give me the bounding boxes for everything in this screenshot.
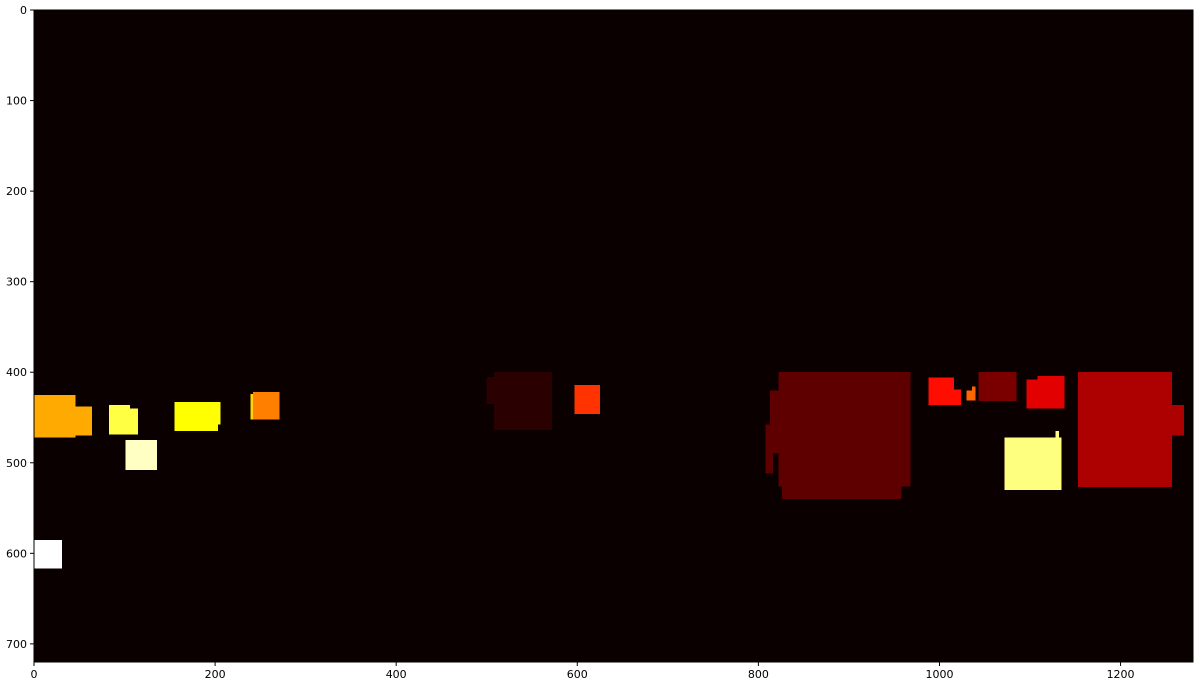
heatmap-region-20 — [966, 390, 976, 401]
y-tick-label: 500 — [6, 457, 27, 470]
heatmap-region-2 — [70, 406, 92, 436]
heatmap-region-14 — [770, 390, 781, 454]
heatmap-region-24 — [1037, 375, 1065, 409]
heatmap-region-6 — [174, 402, 218, 432]
heatmap-region-22 — [978, 372, 1017, 402]
heatmap-region-12 — [493, 372, 552, 431]
heatmap-region-28 — [1164, 404, 1184, 436]
heatmap-region-10 — [34, 539, 63, 569]
y-tick-label: 700 — [6, 638, 27, 651]
heatmap-region-19 — [950, 389, 962, 405]
x-tick-label: 0 — [31, 668, 38, 681]
x-tick-label: 400 — [386, 668, 407, 681]
y-tick-label: 600 — [6, 547, 27, 560]
heatmap-region-18 — [928, 377, 954, 405]
plot-area — [34, 10, 1193, 662]
heatmap-region-13 — [574, 384, 600, 414]
heatmap-region-25 — [1004, 437, 1062, 490]
heatmap-region-11 — [486, 376, 496, 404]
y-tick-label: 400 — [6, 366, 27, 379]
x-tick-label: 200 — [205, 668, 226, 681]
x-tick-label: 1000 — [925, 668, 953, 681]
y-tick-label: 0 — [20, 4, 27, 17]
y-tick-label: 100 — [6, 95, 27, 108]
axes-frame — [33, 9, 1194, 663]
heatmap-region-27 — [1078, 372, 1173, 488]
heatmap-region-7 — [214, 402, 221, 425]
heatmap-region-8 — [250, 393, 254, 420]
heatmap-region-16 — [778, 372, 911, 487]
heatmap-region-1 — [34, 394, 76, 438]
heatmap-region-21 — [972, 386, 976, 391]
x-tick-label: 800 — [748, 668, 769, 681]
heatmap-region-26 — [1055, 431, 1059, 438]
y-tick-label: 300 — [6, 276, 27, 289]
heatmap-region-15 — [765, 424, 773, 474]
heatmap-region-9 — [253, 392, 280, 420]
y-tick-label: 200 — [6, 185, 27, 198]
x-tick-label: 600 — [567, 668, 588, 681]
heatmap-region-5 — [125, 440, 158, 471]
axes: 0 200 400 600 800 1000 1200 0 100 200 300 400 500 600… — [6, 4, 1194, 681]
heatmap-region-4 — [124, 408, 139, 435]
heatmap-region-17 — [781, 480, 902, 499]
x-tick-label: 1200 — [1107, 668, 1135, 681]
heatmap-background — [34, 10, 1193, 662]
